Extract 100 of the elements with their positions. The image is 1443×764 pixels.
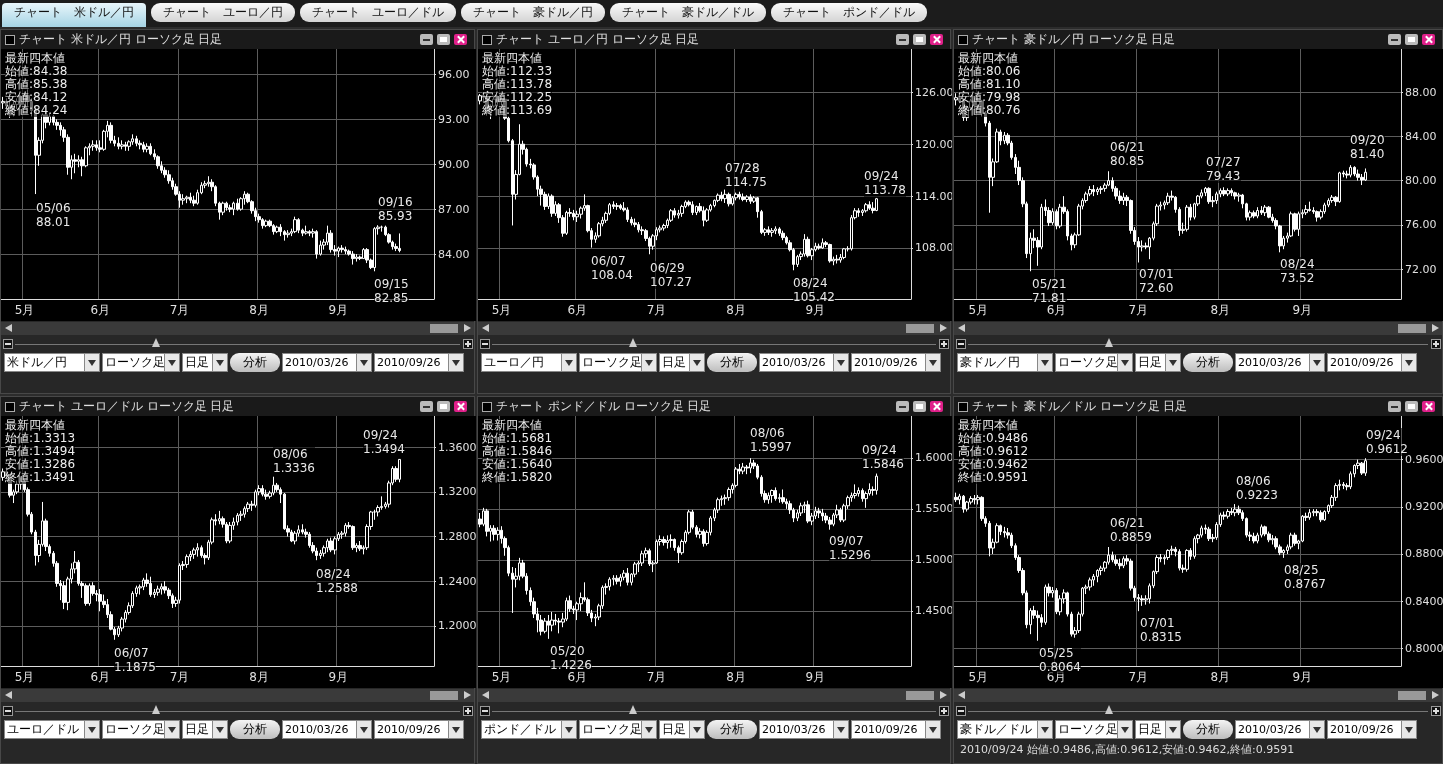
candlestick xyxy=(749,457,752,474)
candlestick xyxy=(1003,526,1006,538)
candlestick xyxy=(149,576,152,598)
candlestick xyxy=(1207,526,1211,542)
candlestick xyxy=(1312,508,1315,517)
candlestick xyxy=(727,192,731,207)
y-tick-label: 126.00 xyxy=(915,85,954,99)
candlestick xyxy=(1319,509,1323,523)
candlestick xyxy=(731,195,734,207)
candlestick xyxy=(575,210,579,223)
annotation: 最新四本値 xyxy=(482,418,542,432)
annotation: 07/27 79.43 xyxy=(1206,155,1241,183)
candlestick xyxy=(695,205,698,216)
y-tick-label: 0.8000 xyxy=(1405,641,1443,655)
y-tick-label: 108.00 xyxy=(915,241,954,255)
candlestick xyxy=(1096,568,1099,583)
x-tick-label: 9月 xyxy=(328,670,349,684)
candlestick xyxy=(857,486,860,498)
candlestick xyxy=(745,194,749,203)
x-tick-label: 9月 xyxy=(1292,670,1313,684)
annotation: 07/01 0.8315 xyxy=(1140,616,1182,644)
y-tick-label: 76.00 xyxy=(1405,218,1437,232)
candlestick xyxy=(84,582,88,607)
y-tick-label: 90.00 xyxy=(438,157,470,171)
x-tick-label: 8月 xyxy=(1210,670,1231,684)
x-tick-label: 7月 xyxy=(1128,670,1149,684)
candlestick xyxy=(705,207,709,223)
candlestick xyxy=(344,522,347,538)
candlestick xyxy=(673,207,676,219)
annotation: 最新四本値 xyxy=(5,51,65,65)
candlestick xyxy=(821,237,824,250)
candlestick xyxy=(337,246,340,258)
candlestick xyxy=(1252,210,1256,219)
annotation: 09/15 82.85 xyxy=(374,277,409,305)
annotation: 08/06 0.9223 xyxy=(1236,474,1278,502)
annotation: 始値:1.5681 xyxy=(482,431,553,445)
annotation: 始値:0.9486 xyxy=(958,431,1029,445)
candlestick xyxy=(1293,212,1297,233)
candlestick xyxy=(597,221,601,239)
x-tick-label: 7月 xyxy=(169,303,190,317)
x-tick-label: 7月 xyxy=(169,670,190,684)
candlestick xyxy=(304,225,308,236)
candlestick xyxy=(1114,554,1118,567)
annotation: 06/07 108.04 xyxy=(591,254,633,282)
annotation: 安値:1.5640 xyxy=(482,457,553,471)
annotation: 08/24 73.52 xyxy=(1280,257,1315,285)
annotation: 09/24 1.5846 xyxy=(862,443,904,471)
annotation: 08/24 105.42 xyxy=(793,276,835,304)
candlestick xyxy=(547,614,550,640)
y-tick-label: 93.00 xyxy=(438,112,470,126)
candlestick xyxy=(333,536,337,555)
x-tick-label: 9月 xyxy=(328,303,349,317)
candlestick xyxy=(301,523,304,535)
candlestick xyxy=(228,521,232,544)
candlestick xyxy=(492,524,496,541)
candlestick xyxy=(778,226,781,237)
candlestick xyxy=(142,141,145,153)
candlestick xyxy=(160,582,163,596)
y-tick-label: 84.00 xyxy=(438,247,470,261)
annotation: 09/24 1.3494 xyxy=(363,428,405,456)
chart-title: チャート 豪ドル／円 ローソク足 日足 xyxy=(972,31,1176,48)
x-tick-label: 6月 xyxy=(90,670,111,684)
annotation: 始値:112.33 xyxy=(482,64,553,78)
date-field: 2010/03/26 xyxy=(282,720,372,739)
candlestick xyxy=(239,510,243,522)
candlestick xyxy=(138,139,142,150)
y-tick-label: 87.00 xyxy=(438,202,470,216)
dropdown: ローソク足 xyxy=(1055,720,1133,739)
candlestick xyxy=(1185,204,1189,233)
candlestick xyxy=(264,489,268,501)
y-tick-label: 96.00 xyxy=(438,67,470,81)
candlestick xyxy=(1118,558,1122,570)
candlestick xyxy=(297,217,300,234)
candlestick xyxy=(565,210,568,236)
candlestick xyxy=(1036,610,1040,642)
candlestick xyxy=(1092,573,1095,587)
annotation: 05/20 1.4226 xyxy=(550,644,592,672)
date-field: 2010/03/26 xyxy=(282,353,372,372)
annotation: 終値:1.5820 xyxy=(482,470,553,484)
candlestick xyxy=(135,135,138,147)
candlestick xyxy=(1364,167,1367,182)
candlestick xyxy=(557,617,561,634)
annotation: 安値:0.9462 xyxy=(958,457,1029,471)
candlestick xyxy=(1111,551,1114,563)
candlestick xyxy=(828,243,832,264)
candlestick xyxy=(275,225,279,234)
candlestick xyxy=(355,253,358,263)
candlestick xyxy=(98,588,102,612)
candlestick xyxy=(1263,204,1267,217)
candlestick xyxy=(741,462,745,475)
candlestick xyxy=(626,206,629,223)
chart-title: チャート 米ドル／円 ローソク足 日足 xyxy=(19,31,223,48)
candlestick xyxy=(1356,169,1360,182)
candlestick xyxy=(120,139,124,150)
candlestick xyxy=(702,528,705,548)
y-tick-label: 1.2400 xyxy=(438,574,477,588)
candlestick xyxy=(156,585,160,597)
candlestick xyxy=(875,197,878,212)
candlestick xyxy=(1282,548,1285,559)
candlestick xyxy=(781,488,785,505)
